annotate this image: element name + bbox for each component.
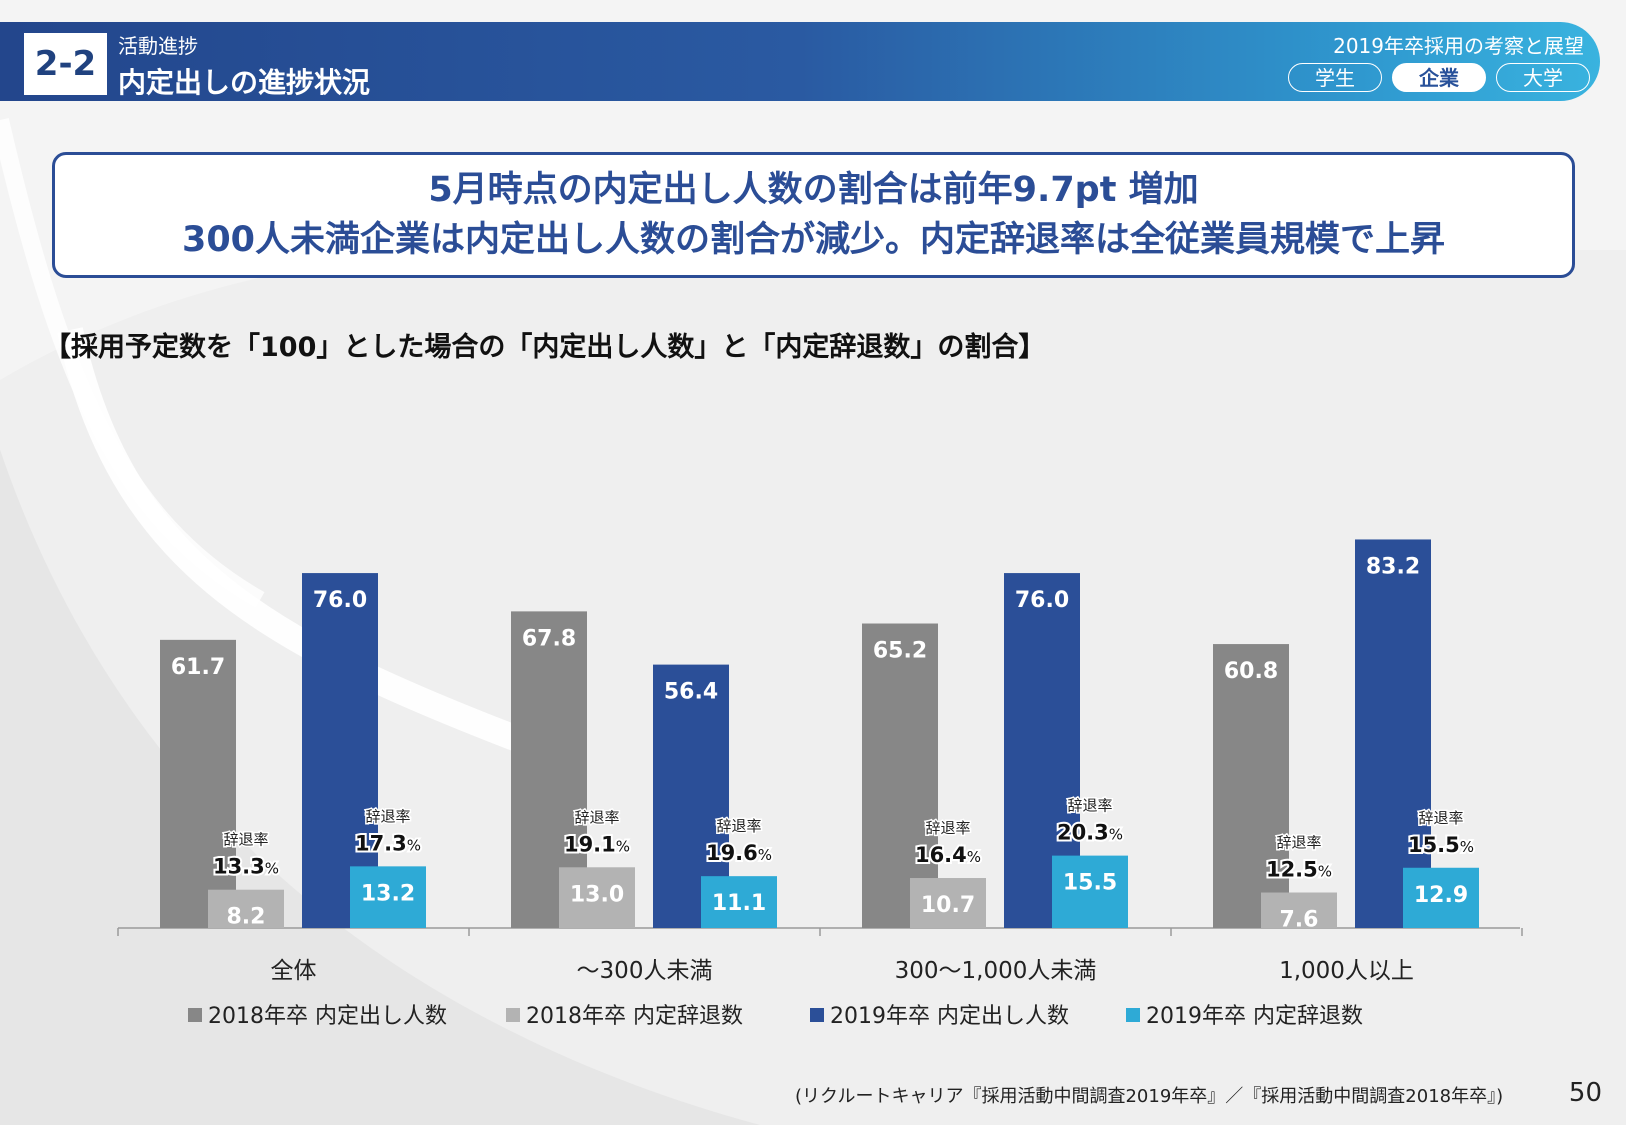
bar-value-label: 83.2: [1366, 554, 1420, 579]
percent-unit: %: [1109, 826, 1123, 844]
percent-unit: %: [407, 836, 421, 854]
header-bar: [0, 22, 1600, 101]
percent-unit: %: [265, 860, 279, 878]
bar-value-label: 11.1: [712, 891, 766, 916]
bar-value-label: 76.0: [313, 588, 367, 613]
x-axis-tick-label: 1,000人以上: [1279, 958, 1414, 984]
bar: [1213, 644, 1289, 928]
percent-unit: %: [967, 848, 981, 866]
tab-university[interactable]: 大学: [1496, 63, 1590, 92]
percent-unit: %: [1460, 838, 1474, 856]
percent-unit: %: [616, 837, 630, 855]
bar: [1403, 867, 1479, 928]
decline-rate-value: 12.5%: [1266, 858, 1332, 882]
decline-rate-value: 16.4%: [915, 843, 981, 867]
bar-value-label: 12.9: [1414, 883, 1468, 908]
bar: [1355, 539, 1431, 928]
decline-rate-value: 17.3%: [355, 831, 421, 855]
decline-rate-caption: 辞退率: [1276, 834, 1321, 852]
decline-rate-caption: 辞退率: [365, 807, 410, 825]
bar-value-label: 67.8: [522, 626, 576, 651]
bar-value-label: 65.2: [873, 639, 927, 664]
bar: [701, 876, 777, 928]
bar: [160, 639, 236, 928]
decline-rate-caption: 辞退率: [716, 817, 761, 835]
decline-rate-caption: 辞退率: [925, 819, 970, 837]
chart-title: 【採用予定数を「100」とした場合の「内定出し人数」と「内定辞退数」の割合】: [44, 332, 1046, 363]
decline-rate-value: 13.3%: [213, 855, 279, 879]
bar-value-label: 15.5: [1063, 871, 1117, 896]
x-axis-tick-label: ～300人未満: [577, 958, 713, 984]
bar-value-label: 13.0: [570, 882, 624, 907]
decline-rate-caption: 辞退率: [574, 808, 619, 826]
bar-value-label: 56.4: [664, 680, 718, 705]
legend-swatch: [810, 1008, 824, 1022]
legend-label: 2018年卒 内定辞退数: [526, 1004, 743, 1029]
page-number: 50: [1568, 1078, 1602, 1108]
legend-label: 2019年卒 内定辞退数: [1146, 1004, 1363, 1029]
bar: [1261, 892, 1337, 928]
bar-value-label: 10.7: [921, 893, 975, 918]
section-title: 内定出しの進捗状況: [118, 66, 371, 99]
source-note: (リクルートキャリア『採用活動中間調査2019年卒』／『採用活動中間調査2018…: [795, 1086, 1504, 1107]
x-axis-tick-label: 全体: [271, 958, 317, 984]
decline-rate-value: 19.6%: [706, 841, 772, 865]
x-axis-tick-label: 300～1,000人未満: [895, 958, 1097, 984]
bar: [1052, 855, 1128, 928]
legend-swatch: [1126, 1008, 1140, 1022]
bar: [559, 867, 635, 928]
tab-student[interactable]: 学生: [1288, 63, 1382, 92]
report-title: 2019年卒採用の考察と展望: [1333, 34, 1584, 58]
legend-label: 2018年卒 内定出し人数: [208, 1004, 447, 1029]
bar-value-label: 13.2: [361, 881, 415, 906]
tab-company[interactable]: 企業: [1392, 63, 1486, 92]
bar-value-label: 7.6: [1280, 908, 1319, 933]
section-number: 2-2: [24, 33, 107, 95]
legend-swatch: [506, 1008, 520, 1022]
bar: [208, 889, 284, 928]
headline-line-2: 300人未満企業は内定出し人数の割合が減少。内定辞退率は全従業員規模で上昇: [181, 220, 1446, 260]
legend-label: 2019年卒 内定出し人数: [830, 1004, 1069, 1029]
decline-rate-caption: 辞退率: [1067, 797, 1112, 815]
decline-rate-value: 15.5%: [1408, 833, 1474, 857]
decline-rate-value: 20.3%: [1057, 821, 1123, 845]
bar-value-label: 8.2: [227, 905, 266, 930]
headline-line-1: 5月時点の内定出し人数の割合は前年9.7pt 増加: [428, 170, 1199, 210]
bar-value-label: 60.8: [1224, 659, 1278, 684]
section-subtitle: 活動進捗: [118, 34, 198, 58]
percent-unit: %: [1318, 863, 1332, 881]
bar: [350, 866, 426, 928]
bar: [862, 623, 938, 928]
decline-rate-caption: 辞退率: [223, 831, 268, 849]
headline-box: 5月時点の内定出し人数の割合は前年9.7pt 増加 300人未満企業は内定出し人…: [52, 152, 1575, 278]
bar-value-label: 61.7: [171, 655, 225, 680]
legend-swatch: [188, 1008, 202, 1022]
bar: [910, 878, 986, 928]
bar-value-label: 76.0: [1015, 588, 1069, 613]
percent-unit: %: [758, 846, 772, 864]
decline-rate-caption: 辞退率: [1418, 809, 1463, 827]
decline-rate-value: 19.1%: [564, 832, 630, 856]
